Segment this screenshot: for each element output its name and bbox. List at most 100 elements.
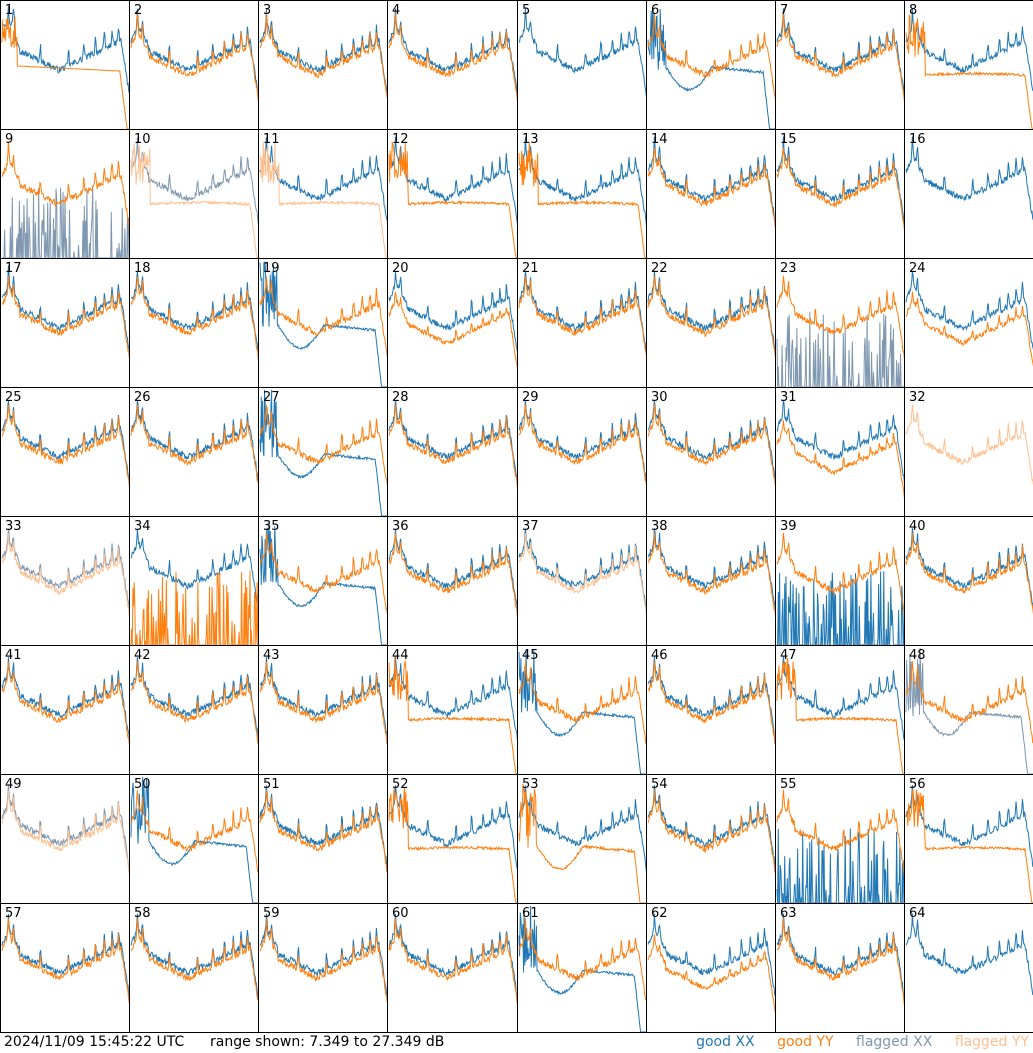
panel-34: 34 [129,516,259,646]
series-xx-20 [388,271,517,353]
panel-3: 3 [258,0,388,130]
series-xx-50 [130,776,258,903]
panel-46: 46 [646,645,776,775]
panel-label-5: 5 [522,3,531,18]
panel-label-49: 49 [5,777,22,792]
panel-label-16: 16 [909,132,926,147]
panel-plot-7 [776,8,904,103]
series-xx-64 [905,913,1033,996]
series-yy-2 [130,13,258,103]
series-yy-57 [1,918,129,1005]
series-yy-3 [259,13,387,99]
panel-label-31: 31 [780,390,797,405]
panel-plot-15 [776,136,904,232]
legend-flagged-yy: flagged YY [954,1034,1029,1050]
series-xx-6 [647,7,775,129]
panel-4: 4 [387,0,518,130]
panel-label-23: 23 [780,261,797,276]
series-yy-38 [647,532,775,617]
series-yy-62 [647,934,775,1014]
panel-48: 48 [904,645,1033,775]
panel-plot-9 [1,141,129,258]
panel-41: 41 [0,645,130,775]
series-xx-23 [776,311,904,387]
series-yy-51 [259,789,387,874]
panel-47: 47 [775,645,905,775]
panel-plot-39 [776,532,904,645]
panel-26: 26 [129,387,259,517]
series-yy-41 [1,661,129,746]
panel-plot-10 [130,137,258,258]
series-yy-59 [259,918,387,1003]
panel-8: 8 [904,0,1033,130]
series-xx-19 [259,261,387,387]
panel-label-6: 6 [651,3,660,18]
panel-plot-19 [259,261,387,387]
panel-53: 53 [517,774,647,904]
panel-32: 32 [904,387,1033,517]
panel-label-19: 19 [263,261,280,276]
panel-label-41: 41 [5,648,22,663]
panel-28: 28 [387,387,518,517]
panel-plot-1 [1,6,129,129]
panel-39: 39 [775,516,905,646]
series-yy-58 [130,918,258,1001]
panel-60: 60 [387,903,518,1033]
panel-label-26: 26 [134,390,151,405]
legend-good-xx: good XX [696,1034,755,1050]
panel-label-58: 58 [134,906,151,921]
panel-label-4: 4 [392,3,401,18]
series-xx-40 [905,528,1033,609]
panel-plot-12 [388,136,517,258]
series-yy-10 [130,143,258,258]
panel-label-10: 10 [134,132,151,147]
panel-plot-32 [905,404,1033,486]
panel-plot-62 [647,913,775,1014]
panel-56: 56 [904,774,1033,904]
series-yy-53 [518,783,646,903]
panel-label-59: 59 [263,906,280,921]
series-xx-16 [905,136,1033,222]
series-xx-3 [259,8,387,94]
panel-label-8: 8 [909,3,918,18]
series-yy-15 [776,147,904,232]
panel-label-18: 18 [134,261,151,276]
panel-40: 40 [904,516,1033,646]
panel-label-2: 2 [134,3,143,18]
panel-label-63: 63 [780,906,797,921]
series-yy-4 [388,13,517,101]
panel-23: 23 [775,258,905,388]
series-xx-62 [647,913,775,998]
series-xx-56 [905,785,1033,868]
series-xx-39 [777,571,904,645]
series-xx-60 [388,913,517,999]
panel-label-50: 50 [134,777,151,792]
panel-9: 9 [0,129,130,259]
panel-plot-49 [1,785,129,875]
panel-plot-40 [905,528,1033,615]
panel-plot-43 [259,656,387,745]
series-yy-33 [1,533,129,617]
panel-label-55: 55 [780,777,797,792]
panel-plot-2 [130,8,258,103]
series-xx-4 [388,8,517,96]
panel-plot-18 [130,271,258,361]
panel-31: 31 [775,387,905,517]
panel-plot-27 [259,389,387,516]
series-xx-9 [2,185,129,258]
legend: good XX good YY flagged XX flagged YY [678,1032,1029,1053]
series-xx-45 [518,649,646,774]
panel-11: 11 [258,129,388,259]
panel-33: 33 [0,516,130,646]
panel-64: 64 [904,903,1033,1033]
panel-plot-5 [518,8,646,97]
series-xx-7 [776,8,904,96]
panel-label-17: 17 [5,261,22,276]
panel-label-20: 20 [392,261,409,276]
series-xx-29 [518,399,646,485]
panel-label-61: 61 [522,906,539,921]
panel-plot-59 [259,913,387,1003]
panel-27: 27 [258,387,388,517]
panel-plot-34 [130,528,258,645]
series-yy-25 [1,404,129,489]
